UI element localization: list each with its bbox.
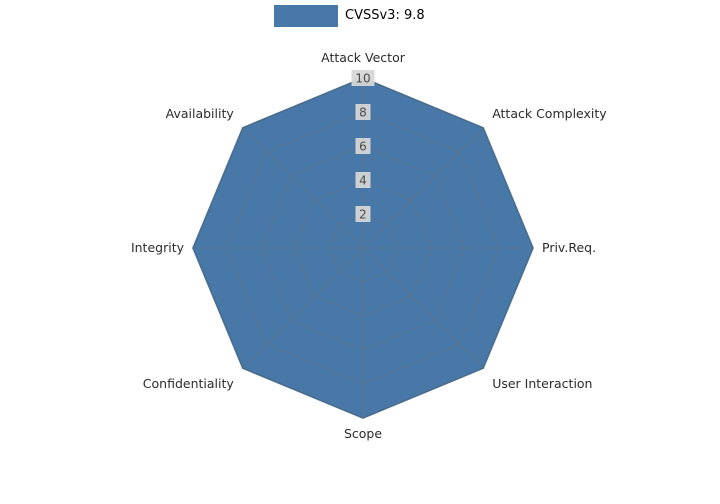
tick-label: 10: [355, 72, 370, 86]
tick-label: 8: [359, 106, 367, 120]
tick-box: [355, 104, 371, 120]
axis-label: User Interaction: [492, 376, 592, 391]
tick-label: 6: [359, 140, 367, 154]
tick-label: 2: [359, 208, 367, 222]
legend-swatch: [274, 5, 338, 27]
tick-box: [355, 138, 371, 154]
grid-spoke: [362, 127, 484, 249]
axis-label: Scope: [344, 426, 382, 441]
axis-label: Priv.Req.: [542, 240, 596, 255]
axis-label: Availability: [166, 106, 235, 121]
grid-spoke: [242, 127, 364, 249]
tick-box: [351, 70, 375, 86]
grid-spoke: [242, 247, 364, 369]
tick-box: [355, 206, 371, 222]
axis-label: Attack Complexity: [492, 106, 607, 121]
legend-label: CVSSv3: 9.8: [345, 8, 425, 23]
tick-box: [355, 172, 371, 188]
grid-spoke: [362, 247, 484, 369]
axis-label: Attack Vector: [321, 50, 406, 65]
tick-label: 4: [359, 174, 367, 188]
legend: CVSSv3: 9.8: [274, 5, 425, 27]
axis-label: Integrity: [131, 240, 185, 255]
axis-label: Confidentiality: [143, 376, 235, 391]
